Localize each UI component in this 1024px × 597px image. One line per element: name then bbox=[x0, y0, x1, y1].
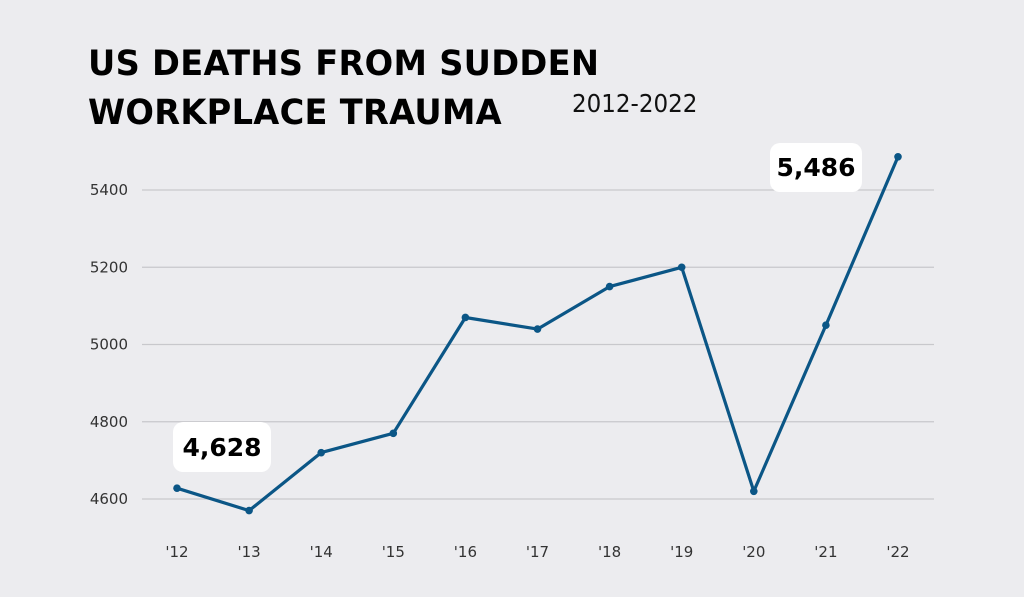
x-tick-label: '21 bbox=[814, 543, 837, 561]
data-point bbox=[317, 448, 326, 457]
data-point bbox=[750, 487, 758, 496]
x-tick-label: '18 bbox=[598, 543, 621, 561]
x-tick-label: '16 bbox=[454, 543, 477, 561]
y-tick-label: 4800 bbox=[90, 413, 128, 431]
data-point bbox=[461, 313, 470, 322]
data-point bbox=[822, 321, 830, 329]
data-point bbox=[533, 325, 542, 333]
x-tick-label: '20 bbox=[742, 543, 765, 561]
data-point bbox=[173, 484, 181, 492]
y-tick-label: 5200 bbox=[90, 258, 128, 276]
data-point bbox=[245, 506, 253, 515]
x-tick-label: '14 bbox=[310, 543, 333, 561]
data-point bbox=[894, 152, 902, 161]
series-line bbox=[175, 155, 900, 513]
data-points bbox=[173, 152, 902, 515]
chart-title: US DEATHS FROM SUDDEN WORKPLACE TRAUMA bbox=[88, 40, 599, 138]
callout-last-value: 5,486 bbox=[770, 143, 862, 192]
y-tick-label: 4600 bbox=[90, 490, 128, 508]
title-line-2: WORKPLACE TRAUMA bbox=[88, 93, 502, 133]
y-axis: 4600 4800 5000 5200 5400 bbox=[90, 181, 128, 508]
data-point bbox=[677, 263, 686, 272]
y-tick-label: 5400 bbox=[90, 181, 128, 199]
x-tick-label: '19 bbox=[670, 543, 693, 561]
x-tick-label: '12 bbox=[165, 543, 188, 561]
x-tick-label: '13 bbox=[237, 543, 260, 561]
callout-first-value: 4,628 bbox=[173, 422, 271, 472]
y-tick-label: 5000 bbox=[90, 336, 128, 354]
x-tick-label: '17 bbox=[526, 543, 549, 561]
data-point bbox=[389, 429, 398, 438]
data-point bbox=[605, 282, 614, 291]
title-line-1: US DEATHS FROM SUDDEN bbox=[88, 44, 600, 84]
chart-subtitle: 2012-2022 bbox=[572, 89, 698, 118]
x-tick-label: '22 bbox=[886, 543, 909, 561]
x-axis: '12 '13 '14 '15 '16 '17 '18 '19 '20 '21 '22 bbox=[165, 543, 909, 561]
x-tick-label: '15 bbox=[382, 543, 405, 561]
